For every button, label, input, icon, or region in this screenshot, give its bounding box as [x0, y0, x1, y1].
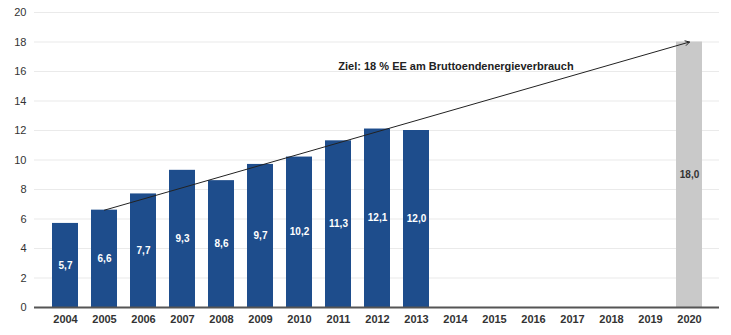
svg-text:9,3: 9,3 [176, 233, 190, 244]
svg-text:0: 0 [20, 301, 26, 313]
svg-text:2019: 2019 [638, 313, 662, 325]
svg-text:10,2: 10,2 [290, 226, 310, 237]
svg-text:2007: 2007 [170, 313, 194, 325]
svg-text:10: 10 [14, 154, 26, 166]
svg-text:5,7: 5,7 [59, 260, 73, 271]
svg-text:2004: 2004 [53, 313, 78, 325]
svg-text:2013: 2013 [404, 313, 428, 325]
svg-text:12,1: 12,1 [368, 212, 388, 223]
svg-text:7,7: 7,7 [137, 245, 151, 256]
svg-text:2018: 2018 [599, 313, 623, 325]
svg-text:12: 12 [14, 124, 26, 136]
svg-text:8,6: 8,6 [215, 238, 229, 249]
svg-text:14: 14 [14, 95, 26, 107]
svg-text:16: 16 [14, 65, 26, 77]
svg-text:6: 6 [20, 213, 26, 225]
svg-text:4: 4 [20, 242, 26, 254]
svg-text:9,7: 9,7 [254, 230, 268, 241]
svg-text:18: 18 [14, 36, 26, 48]
svg-text:2008: 2008 [209, 313, 233, 325]
svg-text:2006: 2006 [131, 313, 155, 325]
svg-text:2: 2 [20, 272, 26, 284]
svg-text:2005: 2005 [92, 313, 116, 325]
svg-text:2012: 2012 [365, 313, 389, 325]
svg-text:12,0: 12,0 [407, 213, 427, 224]
svg-text:8: 8 [20, 183, 26, 195]
svg-text:Ziel: 18 % EE am Bruttoendener: Ziel: 18 % EE am Bruttoendenergieverbrau… [338, 60, 574, 72]
svg-text:2016: 2016 [521, 313, 545, 325]
svg-text:2017: 2017 [560, 313, 584, 325]
svg-text:2011: 2011 [327, 313, 351, 325]
svg-text:2020: 2020 [677, 313, 701, 325]
svg-text:11,3: 11,3 [329, 218, 348, 229]
svg-text:2014: 2014 [443, 313, 468, 325]
svg-text:2009: 2009 [248, 313, 272, 325]
svg-text:18,0: 18,0 [680, 169, 700, 180]
svg-text:20: 20 [14, 6, 26, 18]
svg-text:2015: 2015 [482, 313, 506, 325]
svg-text:6,6: 6,6 [98, 253, 112, 264]
svg-text:2010: 2010 [287, 313, 311, 325]
